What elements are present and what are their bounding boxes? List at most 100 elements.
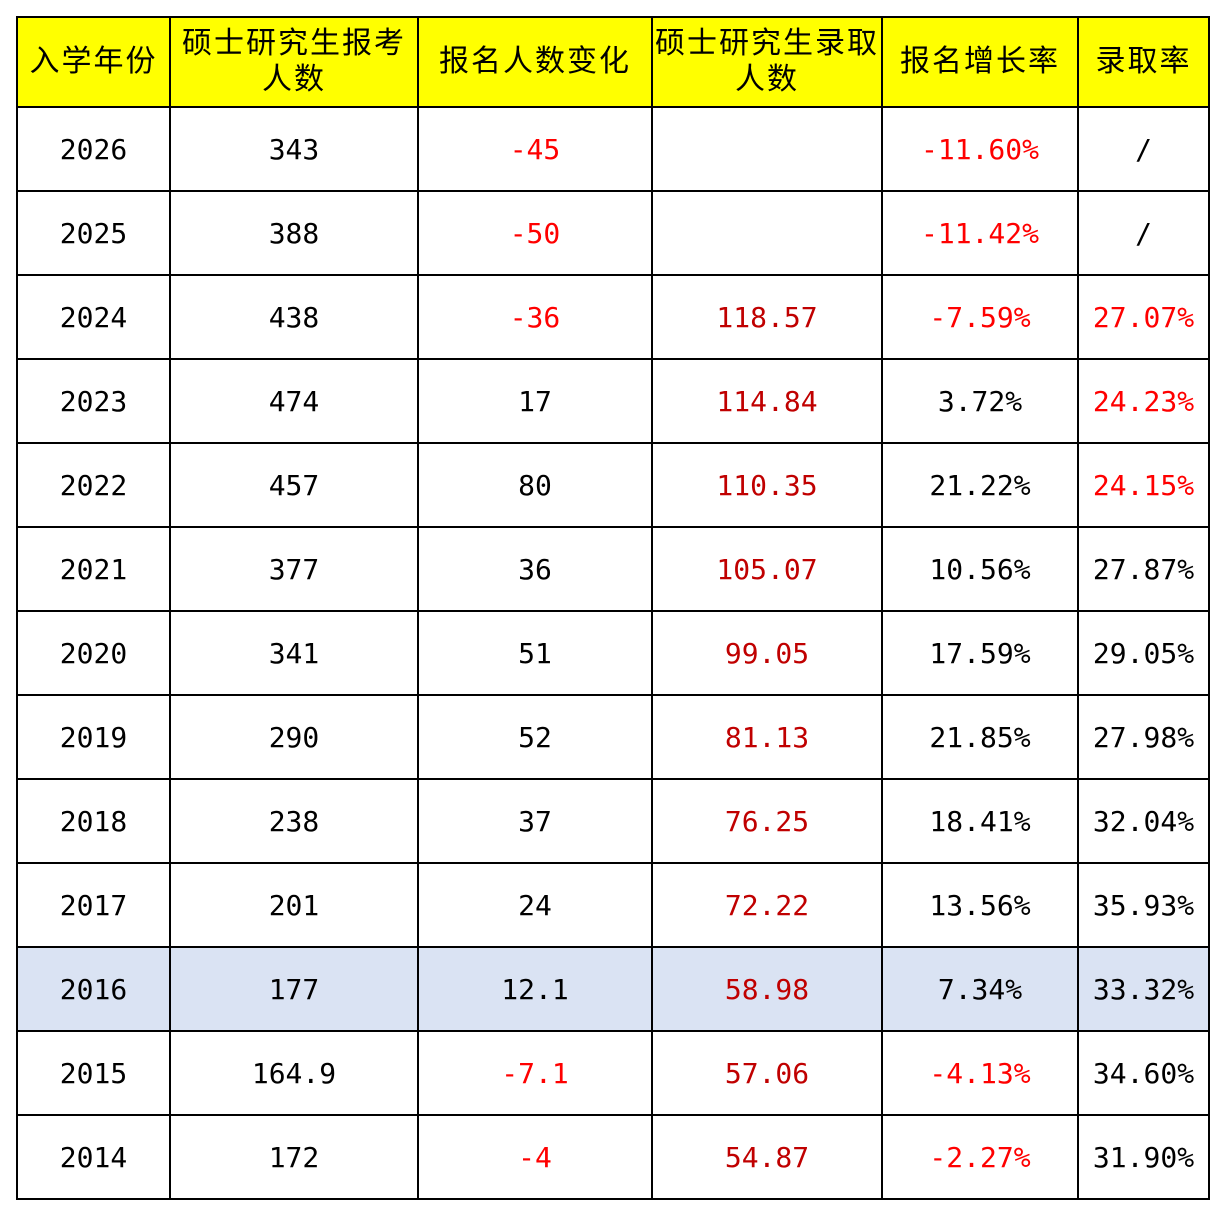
- cell-growth: 10.56%: [881, 526, 1079, 612]
- header-admitted: 硕士研究生录取人数: [651, 16, 883, 108]
- cell-growth: -11.42%: [881, 190, 1079, 276]
- cell-year: 2023: [16, 358, 171, 444]
- cell-year: 2018: [16, 778, 171, 864]
- cell-change: -4: [417, 1114, 653, 1200]
- cell-applicants: 388: [169, 190, 419, 276]
- cell-change: 17: [417, 358, 653, 444]
- cell-year: 2024: [16, 274, 171, 360]
- cell-admitted: 118.57: [651, 274, 883, 360]
- cell-year: 2022: [16, 442, 171, 528]
- table-row: 2014 172 -4 54.87 -2.27% 31.90%: [16, 1114, 1210, 1200]
- table-row: 2022 457 80 110.35 21.22% 24.15%: [16, 442, 1210, 528]
- header-rate: 录取率: [1077, 16, 1210, 108]
- admissions-table: 入学年份 硕士研究生报考人数 报名人数变化 硕士研究生录取人数 报名增长率 录取…: [16, 16, 1210, 1200]
- header-growth: 报名增长率: [881, 16, 1079, 108]
- cell-admitted: 110.35: [651, 442, 883, 528]
- cell-admitted: 76.25: [651, 778, 883, 864]
- table-row: 2025 388 -50 -11.42% /: [16, 190, 1210, 276]
- cell-growth: 13.56%: [881, 862, 1079, 948]
- cell-applicants: 438: [169, 274, 419, 360]
- cell-growth: 3.72%: [881, 358, 1079, 444]
- cell-rate: 29.05%: [1077, 610, 1210, 696]
- cell-year: 2016: [16, 946, 171, 1032]
- header-applicants: 硕士研究生报考人数: [169, 16, 419, 108]
- cell-applicants: 164.9: [169, 1030, 419, 1116]
- cell-rate: 33.32%: [1077, 946, 1210, 1032]
- cell-growth: -2.27%: [881, 1114, 1079, 1200]
- cell-change: 12.1: [417, 946, 653, 1032]
- table-body: 2026 343 -45 -11.60%/2025 388 -50 -11.42%/2024…: [16, 106, 1210, 1200]
- table-row: 2017 201 24 72.22 13.56% 35.93%: [16, 862, 1210, 948]
- cell-growth: -7.59%: [881, 274, 1079, 360]
- header-row: 入学年份 硕士研究生报考人数 报名人数变化 硕士研究生录取人数 报名增长率 录取…: [16, 16, 1210, 108]
- cell-admitted: [651, 190, 883, 276]
- cell-change: -50: [417, 190, 653, 276]
- cell-admitted: 54.87: [651, 1114, 883, 1200]
- cell-growth: 21.22%: [881, 442, 1079, 528]
- cell-growth: 21.85%: [881, 694, 1079, 780]
- cell-applicants: 474: [169, 358, 419, 444]
- cell-rate: 34.60%: [1077, 1030, 1210, 1116]
- cell-rate: 32.04%: [1077, 778, 1210, 864]
- cell-rate: 27.87%: [1077, 526, 1210, 612]
- cell-admitted: 72.22: [651, 862, 883, 948]
- data-table-container: 入学年份 硕士研究生报考人数 报名人数变化 硕士研究生录取人数 报名增长率 录取…: [16, 16, 1210, 1200]
- cell-year: 2014: [16, 1114, 171, 1200]
- cell-growth: 17.59%: [881, 610, 1079, 696]
- table-row: 2026 343 -45 -11.60% /: [16, 106, 1210, 192]
- cell-year: 2025: [16, 190, 171, 276]
- cell-change: 51: [417, 610, 653, 696]
- table-row: 2023 474 17 114.84 3.72% 24.23%: [16, 358, 1210, 444]
- table-row: 2015 164.9 -7.1 57.06 -4.13% 34.60%: [16, 1030, 1210, 1116]
- cell-admitted: 99.05: [651, 610, 883, 696]
- cell-admitted: [651, 106, 883, 192]
- table-row: 2018 238 37 76.25 18.41% 32.04%: [16, 778, 1210, 864]
- cell-admitted: 81.13: [651, 694, 883, 780]
- cell-change: 36: [417, 526, 653, 612]
- cell-rate: 31.90%: [1077, 1114, 1210, 1200]
- cell-rate: /: [1077, 190, 1210, 276]
- cell-applicants: 238: [169, 778, 419, 864]
- cell-rate: 27.07%: [1077, 274, 1210, 360]
- cell-growth: 18.41%: [881, 778, 1079, 864]
- table-row: 2021 377 36 105.07 10.56% 27.87%: [16, 526, 1210, 612]
- cell-change: -45: [417, 106, 653, 192]
- cell-growth: -11.60%: [881, 106, 1079, 192]
- cell-rate: /: [1077, 106, 1210, 192]
- cell-year: 2017: [16, 862, 171, 948]
- cell-change: -36: [417, 274, 653, 360]
- cell-applicants: 201: [169, 862, 419, 948]
- header-change: 报名人数变化: [417, 16, 653, 108]
- cell-admitted: 105.07: [651, 526, 883, 612]
- cell-rate: 27.98%: [1077, 694, 1210, 780]
- cell-applicants: 172: [169, 1114, 419, 1200]
- cell-applicants: 343: [169, 106, 419, 192]
- cell-change: 52: [417, 694, 653, 780]
- cell-change: -7.1: [417, 1030, 653, 1116]
- cell-change: 24: [417, 862, 653, 948]
- table-row: 2016 177 12.1 58.98 7.34% 33.32%: [16, 946, 1210, 1032]
- cell-applicants: 377: [169, 526, 419, 612]
- cell-admitted: 114.84: [651, 358, 883, 444]
- cell-admitted: 57.06: [651, 1030, 883, 1116]
- cell-change: 80: [417, 442, 653, 528]
- cell-applicants: 177: [169, 946, 419, 1032]
- cell-rate: 24.23%: [1077, 358, 1210, 444]
- cell-admitted: 58.98: [651, 946, 883, 1032]
- cell-rate: 35.93%: [1077, 862, 1210, 948]
- header-year: 入学年份: [16, 16, 171, 108]
- cell-applicants: 341: [169, 610, 419, 696]
- cell-change: 37: [417, 778, 653, 864]
- cell-applicants: 457: [169, 442, 419, 528]
- cell-applicants: 290: [169, 694, 419, 780]
- cell-growth: -4.13%: [881, 1030, 1079, 1116]
- cell-year: 2026: [16, 106, 171, 192]
- table-row: 2020 341 51 99.05 17.59% 29.05%: [16, 610, 1210, 696]
- cell-growth: 7.34%: [881, 946, 1079, 1032]
- cell-year: 2020: [16, 610, 171, 696]
- cell-year: 2015: [16, 1030, 171, 1116]
- table-row: 2024 438 -36 118.57 -7.59% 27.07%: [16, 274, 1210, 360]
- cell-year: 2021: [16, 526, 171, 612]
- cell-year: 2019: [16, 694, 171, 780]
- table-row: 2019 290 52 81.13 21.85% 27.98%: [16, 694, 1210, 780]
